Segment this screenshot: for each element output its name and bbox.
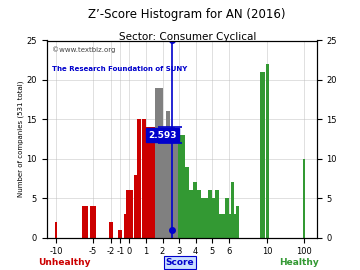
- Text: Z’-Score Histogram for AN (2016): Z’-Score Histogram for AN (2016): [89, 8, 286, 21]
- Bar: [55, 222, 57, 238]
- Bar: [170, 127, 175, 238]
- Bar: [218, 214, 222, 238]
- Bar: [267, 230, 268, 238]
- Bar: [185, 167, 189, 238]
- Bar: [221, 214, 226, 238]
- Bar: [142, 119, 147, 238]
- Text: Sector: Consumer Cyclical: Sector: Consumer Cyclical: [118, 32, 256, 42]
- Bar: [175, 135, 179, 238]
- Bar: [204, 198, 208, 238]
- Bar: [178, 135, 182, 238]
- Bar: [207, 190, 212, 238]
- Y-axis label: Number of companies (531 total): Number of companies (531 total): [17, 81, 24, 197]
- Bar: [150, 127, 155, 238]
- Bar: [162, 127, 166, 238]
- Bar: [266, 64, 269, 238]
- Bar: [155, 88, 159, 238]
- Bar: [197, 190, 201, 238]
- Bar: [134, 174, 138, 238]
- Bar: [137, 119, 141, 238]
- Bar: [181, 135, 185, 238]
- Text: Healthy: Healthy: [279, 258, 319, 267]
- Bar: [189, 190, 194, 238]
- Text: The Research Foundation of SUNY: The Research Foundation of SUNY: [52, 66, 188, 72]
- Bar: [126, 190, 129, 238]
- Bar: [147, 127, 150, 238]
- Bar: [90, 206, 96, 238]
- Bar: [166, 112, 170, 238]
- Text: ©www.textbiz.org: ©www.textbiz.org: [52, 46, 116, 53]
- Bar: [236, 206, 239, 238]
- Bar: [260, 72, 265, 238]
- Bar: [109, 222, 113, 238]
- Bar: [215, 190, 219, 238]
- Bar: [212, 198, 216, 238]
- Text: Unhealthy: Unhealthy: [39, 258, 91, 267]
- Bar: [225, 198, 229, 238]
- Bar: [82, 206, 89, 238]
- Bar: [234, 214, 236, 238]
- Bar: [229, 214, 231, 238]
- Bar: [124, 214, 126, 238]
- Bar: [159, 88, 163, 238]
- Bar: [231, 183, 234, 238]
- Bar: [129, 190, 133, 238]
- Bar: [303, 159, 305, 238]
- Bar: [193, 183, 197, 238]
- Text: Score: Score: [166, 258, 194, 267]
- Text: 2.593: 2.593: [148, 131, 177, 140]
- Bar: [201, 198, 205, 238]
- Bar: [118, 230, 122, 238]
